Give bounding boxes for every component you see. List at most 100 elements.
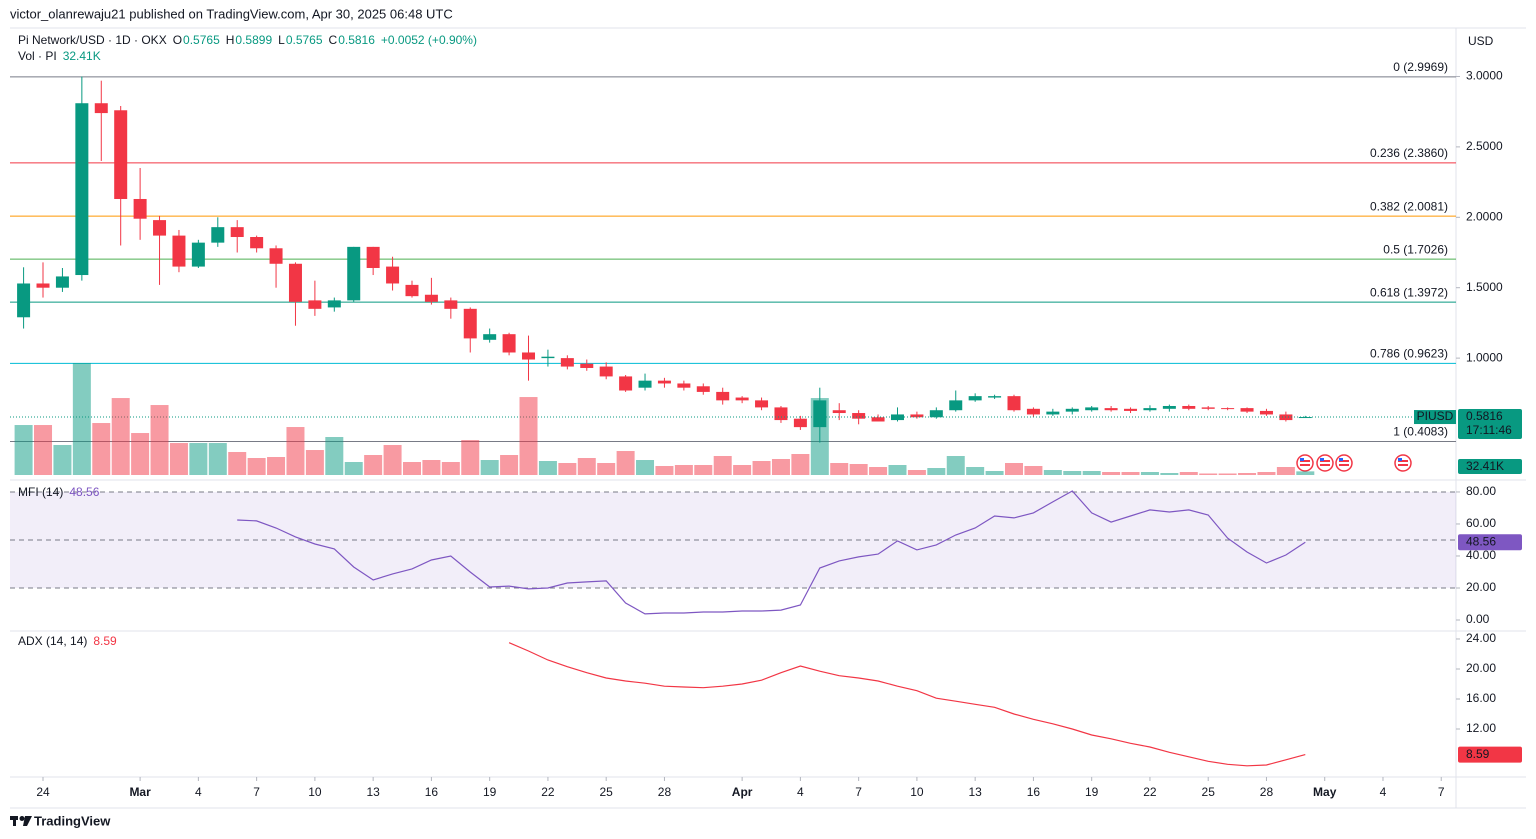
candle-body: [1259, 410, 1273, 415]
volume-bar: [34, 425, 53, 475]
price-tag-bg: [1458, 409, 1522, 440]
legend-item: 8.59: [93, 634, 117, 648]
volume-bar: [14, 425, 33, 475]
x-tick-label: 4: [1380, 785, 1387, 799]
candle-body: [230, 227, 244, 238]
y-tick-label: 16.00: [1466, 691, 1496, 705]
legend-item: 0.5899: [235, 33, 272, 47]
volume-bar: [771, 459, 790, 475]
candle-body: [541, 356, 555, 359]
x-tick-label: May: [1313, 785, 1337, 799]
price-tag: 0.5816: [1466, 409, 1503, 423]
volume-bar: [1063, 471, 1082, 475]
legend: MFI (14) 48.56: [18, 485, 100, 499]
volume-bar: [1102, 472, 1121, 475]
volume-bar: [422, 460, 441, 475]
volume-bar: [111, 398, 130, 475]
volume-bar: [228, 452, 247, 475]
y-tick-label: 20.00: [1466, 661, 1496, 675]
volume-bar: [1276, 467, 1295, 475]
candle-body: [133, 198, 147, 219]
volume-bar: [946, 456, 965, 475]
volume-bar: [538, 461, 557, 475]
candle-body: [793, 418, 807, 428]
volume-bar: [1140, 472, 1159, 475]
volume-bar: [1024, 466, 1043, 475]
candle-body: [638, 380, 652, 388]
volume-bar: [150, 405, 169, 475]
indicator-tag: 48.56: [1466, 534, 1496, 548]
candle-body: [716, 391, 730, 401]
volume-bar: [364, 455, 383, 475]
event-flags: [1296, 454, 1412, 472]
candle-body: [347, 246, 361, 301]
candle-body: [444, 300, 458, 309]
x-tick-label: 10: [308, 785, 322, 799]
indicator-line: [508, 642, 1306, 767]
indicator-tag: 8.59: [1466, 747, 1490, 761]
fib-label: 0.382 (2.0081): [1370, 199, 1448, 213]
x-tick-label: 4: [797, 785, 804, 799]
x-tick-label: 24: [36, 785, 50, 799]
candle-body: [36, 283, 50, 288]
candle-body: [657, 380, 671, 384]
x-tick-label: Mar: [129, 785, 151, 799]
volume-bar: [441, 462, 460, 475]
candle-body: [677, 383, 691, 388]
y-tick-label: 1.5000: [1466, 280, 1503, 294]
candle-body: [386, 266, 400, 284]
volume-tag-bg: [1458, 459, 1522, 474]
x-tick-label: 7: [1438, 785, 1445, 799]
volume-bar: [1296, 471, 1315, 475]
event-flag: [1394, 454, 1412, 472]
fib-label: 0.786 (0.9623): [1370, 347, 1448, 361]
volume-bar: [1005, 463, 1024, 475]
candle-body: [327, 300, 341, 308]
y-tick-label: 12.00: [1466, 721, 1496, 735]
x-tick-label: 25: [600, 785, 614, 799]
candle-body: [1240, 408, 1254, 412]
event-flag: [1316, 454, 1334, 472]
candle-body: [483, 334, 497, 340]
candle-body: [250, 237, 264, 249]
fib-label: 0.618 (1.3972): [1370, 285, 1448, 299]
candle-body: [153, 220, 167, 236]
volume-bar: [655, 466, 674, 475]
candle-body: [560, 358, 574, 367]
volume-bar: [286, 427, 305, 475]
candle-body: [696, 386, 710, 392]
volume-bar: [402, 462, 421, 475]
volume-bar: [1199, 473, 1218, 475]
volume-bar: [616, 451, 635, 475]
candle-body: [502, 334, 516, 353]
legend-item: MFI (14): [18, 485, 63, 499]
candle-body: [1007, 396, 1021, 411]
volume-bar: [267, 457, 286, 475]
volume-bar: [1218, 473, 1237, 475]
published-line: victor_olanrewaju21 published on Trading…: [10, 6, 453, 21]
candle-body: [55, 276, 69, 288]
x-tick-label: 10: [910, 785, 924, 799]
candle-body: [463, 308, 477, 339]
x-tick-label: 4: [195, 785, 202, 799]
volume-bar: [305, 450, 324, 475]
candle-body: [852, 413, 866, 419]
legend-item: 0.5765: [183, 33, 220, 47]
y-tick-label: 3.0000: [1466, 69, 1503, 83]
brand-logo: [10, 816, 32, 826]
candle-body: [1085, 407, 1099, 411]
countdown: 17:11:46: [1466, 423, 1512, 437]
candle-body: [949, 400, 963, 411]
x-tick-label: 25: [1202, 785, 1216, 799]
volume-bar: [383, 445, 402, 475]
candle-body: [211, 227, 225, 243]
candle-body: [890, 414, 904, 421]
volume-bar: [1257, 472, 1276, 475]
fib-label: 0.236 (2.3860): [1370, 146, 1448, 160]
candle-body: [619, 376, 633, 391]
volume-bar: [1121, 472, 1140, 475]
currency-label: USD: [1468, 34, 1494, 48]
candle-body: [1298, 417, 1312, 419]
volume-bar: [189, 443, 208, 475]
indicator-tag-bg: [1458, 534, 1522, 551]
